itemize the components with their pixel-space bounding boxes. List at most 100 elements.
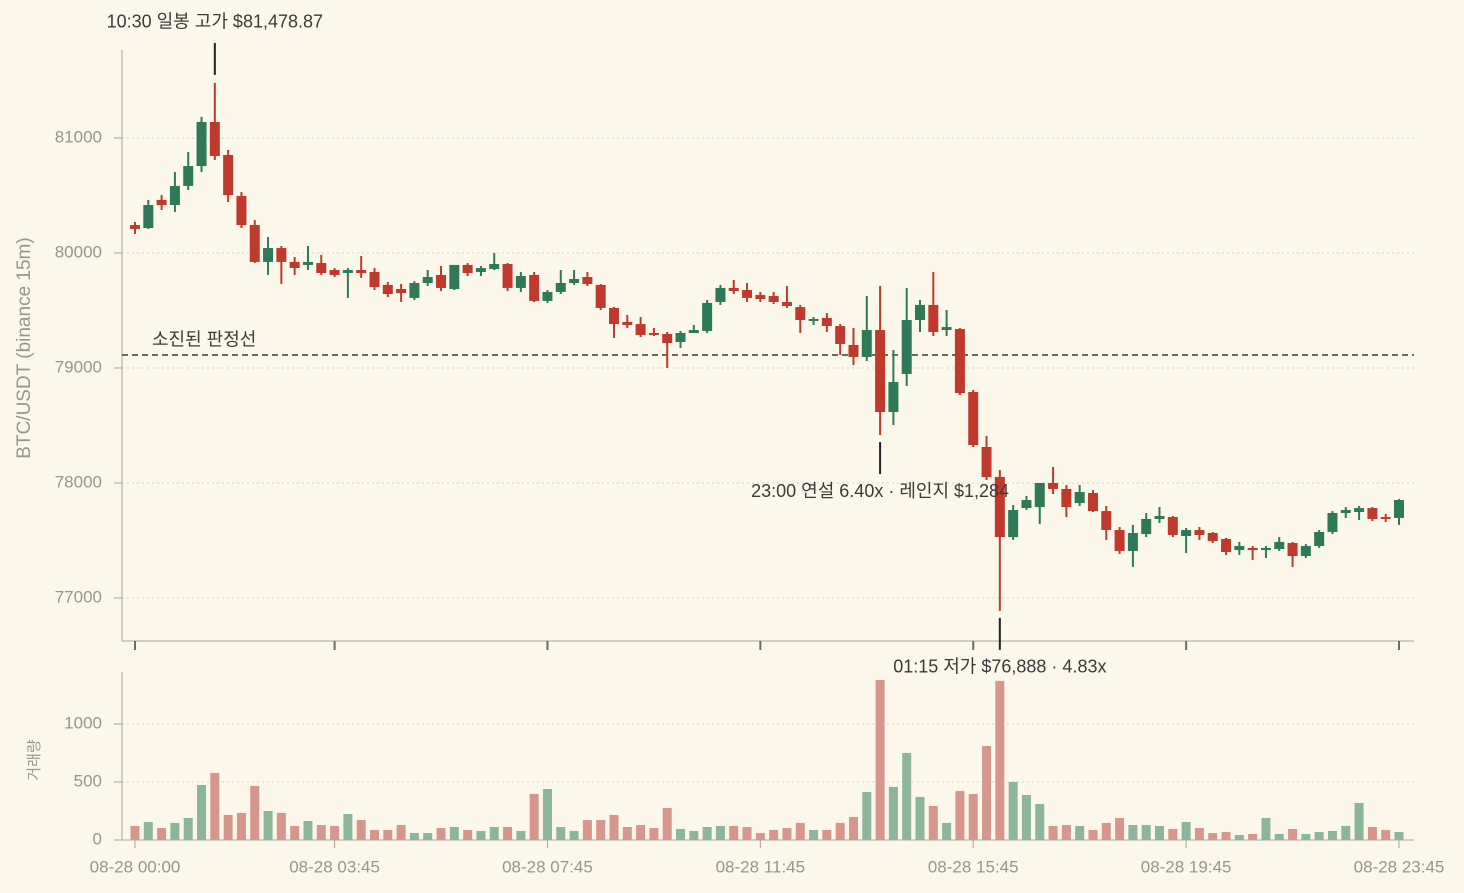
- volume-bar: [676, 828, 686, 840]
- x-tick-label: 08-28 11:45: [716, 857, 805, 876]
- volume-bar: [928, 806, 938, 840]
- candle-body: [342, 270, 353, 273]
- x-tick-label: 08-28 00:00: [90, 857, 181, 876]
- volume-bar: [1327, 830, 1337, 840]
- candle-body: [329, 270, 340, 275]
- volume-bar: [1261, 817, 1271, 840]
- candle-body: [302, 261, 313, 265]
- candle-body: [994, 477, 1005, 538]
- y-axis-label: BTC/USDT (binance 15m): [14, 237, 35, 458]
- candle-body: [462, 264, 473, 273]
- volume-bar: [250, 785, 260, 840]
- volume-bar: [636, 825, 646, 840]
- candle-body: [1327, 513, 1338, 532]
- candle-body: [835, 326, 846, 344]
- volume-bar: [130, 825, 140, 840]
- volume-bar: [582, 820, 592, 840]
- volume-bar: [942, 822, 952, 840]
- volume-bar: [1394, 831, 1404, 840]
- candle-body: [1247, 547, 1258, 551]
- candle-body: [821, 317, 832, 327]
- volume-bar: [1061, 825, 1071, 840]
- candle-body: [1394, 500, 1404, 518]
- volume-bar: [729, 825, 739, 840]
- volume-bar: [649, 828, 659, 840]
- volume-bar: [210, 772, 220, 840]
- candle-body: [1034, 482, 1045, 508]
- volume-bar: [157, 828, 167, 840]
- candle-body: [608, 307, 619, 325]
- candle-body: [622, 321, 633, 325]
- volume-bar: [503, 827, 513, 840]
- volume-bar: [1354, 802, 1364, 840]
- volume-bar: [330, 825, 340, 840]
- candle-body: [742, 290, 753, 298]
- volume-bar: [463, 830, 473, 840]
- candle-body: [223, 154, 234, 196]
- candle-body: [582, 277, 593, 285]
- candle-body: [1167, 517, 1178, 535]
- candle-body: [1367, 508, 1378, 519]
- y-tick-label: 80000: [55, 242, 102, 261]
- volume-bar: [1234, 835, 1244, 840]
- volume-bar: [782, 828, 792, 840]
- volume-bar: [1008, 781, 1018, 840]
- candle-body: [861, 330, 872, 357]
- volume-bar: [343, 814, 353, 840]
- volume-bar: [795, 822, 805, 840]
- candle-body: [901, 320, 912, 374]
- candle-body: [1021, 500, 1032, 509]
- candle-body: [1101, 511, 1112, 531]
- candle-body: [156, 199, 167, 206]
- candle-body: [648, 333, 659, 335]
- volume-bar: [875, 680, 885, 840]
- volume-bar: [1035, 804, 1045, 840]
- volume-bar: [197, 785, 207, 840]
- y-tick-label: 1000: [64, 713, 102, 732]
- volume-bar: [742, 827, 752, 840]
- candle-body: [1127, 533, 1138, 551]
- volume-bar: [529, 793, 539, 840]
- candle-body: [875, 330, 886, 413]
- candle-body: [981, 446, 992, 478]
- volume-bar: [888, 786, 898, 840]
- volume-bar: [968, 793, 978, 840]
- volume-bar: [862, 791, 872, 840]
- volume-bar: [1221, 831, 1231, 840]
- volume-bar: [955, 791, 965, 840]
- volume-bar: [1274, 833, 1284, 840]
- volume-bar: [1075, 825, 1085, 840]
- volume-bar: [476, 830, 486, 840]
- candle-body: [236, 195, 247, 226]
- volume-bar: [1181, 822, 1191, 840]
- candle-body: [183, 166, 194, 186]
- volume-bar: [835, 822, 845, 840]
- x-tick-label: 08-28 15:45: [928, 857, 1019, 876]
- volume-bar: [1314, 831, 1324, 840]
- y-tick-label: 500: [74, 771, 102, 790]
- candle-body: [1087, 492, 1098, 512]
- candle-body: [1194, 530, 1205, 535]
- candle-body: [1207, 533, 1218, 542]
- volume-bar: [303, 820, 313, 840]
- candle-body: [422, 277, 433, 283]
- volume-bar: [556, 827, 566, 840]
- x-tick-label: 08-28 19:45: [1141, 857, 1232, 876]
- volume-bar: [383, 830, 393, 840]
- candle-body: [728, 287, 739, 292]
- y-tick-label: 81000: [55, 127, 102, 146]
- volume-bar: [436, 828, 446, 840]
- volume-bar: [1194, 828, 1204, 840]
- annotation: 10:30 일봉 고가 $81,478.87: [107, 12, 323, 32]
- volume-bar: [1115, 817, 1125, 840]
- candle-body: [316, 262, 327, 273]
- volume-bar: [449, 827, 459, 840]
- volume-bar: [1141, 825, 1151, 840]
- candle-body: [529, 274, 540, 301]
- reference-label: 소진된 판정선: [152, 330, 256, 350]
- candle-body: [1114, 530, 1125, 551]
- candle-body: [1008, 510, 1019, 538]
- volume-bar: [263, 810, 273, 840]
- candle-body: [169, 185, 180, 206]
- volume-bar: [622, 827, 632, 840]
